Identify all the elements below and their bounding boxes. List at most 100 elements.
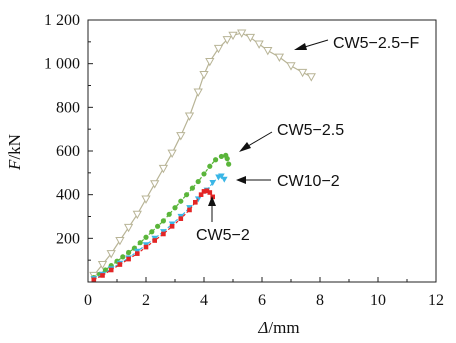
annotation-arrowhead-cw5-2.5 <box>239 142 251 152</box>
series-line-cw5-2.5 <box>93 154 230 279</box>
data-point-cw5-2.5 <box>224 156 230 162</box>
data-point-cw5-2 <box>126 256 131 262</box>
y-tick-label: 1 000 <box>44 56 80 73</box>
data-point-cw5-2 <box>169 224 175 229</box>
data-point-cw5-2.5-f <box>205 57 215 67</box>
data-point-cw5-2.5 <box>213 157 219 163</box>
data-point-cw5-2 <box>91 277 97 283</box>
axis-ticks: 0 2 4 6 8 10 12 200 400 600 800 1 000 1 200 <box>44 12 444 309</box>
data-point-cw5-2 <box>207 190 213 195</box>
x-tick-label: 4 <box>200 292 208 309</box>
series-cw5-2 <box>91 188 215 283</box>
data-point-cw5-2.5-f <box>132 210 142 220</box>
x-axis-unit: /mm <box>268 318 299 337</box>
data-point-cw5-2 <box>210 194 215 200</box>
data-point-cw5-2.5 <box>149 229 155 235</box>
data-point-cw5-2.5-f <box>254 40 264 49</box>
x-tick-label: 8 <box>316 292 324 309</box>
data-point-cw5-2.5 <box>172 205 178 211</box>
data-point-cw5-2 <box>204 188 210 194</box>
data-point-cw5-2.5-f <box>150 180 160 189</box>
data-point-cw5-2.5 <box>120 254 126 260</box>
data-point-cw5-2.5-f <box>237 29 247 38</box>
data-point-cw5-2.5-f <box>306 73 316 82</box>
data-point-cw5-2 <box>193 200 198 205</box>
data-point-cw5-2 <box>100 273 105 278</box>
annotation-label-cw10-2: CW10−2 <box>277 173 340 190</box>
series-cw5-2.5-f <box>89 29 316 281</box>
y-axis-unit: /kN <box>5 134 24 160</box>
data-point-cw5-2.5-f <box>286 62 296 71</box>
annotation-label-cw5-2.5-f: CW5−2.5−F <box>333 35 419 52</box>
data-point-cw5-2.5-f <box>228 31 238 41</box>
data-point-cw5-2 <box>187 207 192 213</box>
annotation-arrowhead-cw5-2 <box>208 196 216 206</box>
annotation-arrowhead-cw5-2.5-f <box>294 43 307 50</box>
data-point-cw5-2.5 <box>226 161 232 167</box>
data-point-cw5-2.5-f <box>141 195 151 204</box>
data-point-cw5-2.5-f <box>123 223 134 233</box>
data-point-cw5-2 <box>161 231 166 237</box>
x-tick-label: 10 <box>370 292 386 309</box>
data-point-cw5-2.5 <box>178 198 184 204</box>
annotation-label-cw5-2.5: CW5−2.5 <box>277 122 344 139</box>
y-tick-label: 600 <box>56 143 80 160</box>
x-axis-symbol: Δ <box>257 318 268 337</box>
x-axis-title: Δ/mm <box>257 318 299 337</box>
data-point-cw5-2.5-f <box>199 71 209 80</box>
data-point-cw5-2.5-f <box>176 132 186 141</box>
y-tick-label: 400 <box>56 187 80 204</box>
annotation-label-cw5-2: CW5−2 <box>196 227 250 244</box>
x-tick-label: 0 <box>84 292 92 309</box>
data-point-cw5-2.5 <box>126 249 132 256</box>
annotation-arrowhead-cw10-2 <box>236 176 246 184</box>
data-point-cw5-2.5 <box>184 192 190 198</box>
data-point-cw10-2 <box>209 180 216 186</box>
data-point-cw5-2.5 <box>137 240 143 246</box>
data-point-cw5-2.5 <box>160 218 166 224</box>
data-point-cw5-2.5 <box>207 163 213 169</box>
data-point-cw5-2 <box>135 251 140 256</box>
data-point-cw5-2.5-f <box>167 149 177 159</box>
data-point-cw5-2 <box>152 238 157 243</box>
data-point-cw5-2 <box>178 216 184 221</box>
data-point-cw5-2.5-f <box>263 47 273 56</box>
data-point-cw5-2.5-f <box>158 164 169 174</box>
chart-marks <box>89 29 316 283</box>
data-point-cw5-2.5-f <box>222 36 232 45</box>
series-cw5-2.5 <box>91 152 232 281</box>
y-tick-label: 1 200 <box>44 12 80 29</box>
data-point-cw5-2.5 <box>143 234 149 240</box>
y-tick-label: 800 <box>56 99 80 116</box>
x-tick-label: 2 <box>142 292 150 309</box>
data-point-cw5-2.5-f <box>106 250 116 259</box>
y-axis-title: F/kN <box>5 134 24 171</box>
data-point-cw5-2.5-f <box>245 33 256 43</box>
data-point-cw5-2 <box>201 189 207 194</box>
x-tick-label: 6 <box>258 292 266 309</box>
data-point-cw5-2.5-f <box>297 68 308 78</box>
data-point-cw5-2.5 <box>201 171 207 177</box>
series-annotations: CW5−2.5−F CW5−2.5 CW10−2 CW5−2 <box>196 35 419 244</box>
y-axis-symbol: F <box>5 159 24 171</box>
data-point-cw5-2.5 <box>155 223 161 229</box>
data-point-cw5-2 <box>143 244 149 250</box>
data-point-cw5-2.5-f <box>97 260 108 270</box>
data-point-cw5-2.5-f <box>213 44 224 54</box>
data-point-cw5-2 <box>108 267 114 273</box>
data-point-cw5-2.5-f <box>193 88 203 97</box>
data-point-cw5-2.5 <box>166 211 172 217</box>
data-point-cw10-2 <box>218 173 225 180</box>
y-tick-label: 200 <box>56 230 80 247</box>
data-point-cw5-2.5 <box>195 178 201 185</box>
data-point-cw5-2.5 <box>102 267 108 273</box>
x-tick-label: 12 <box>428 292 444 309</box>
data-point-cw5-2.5-f <box>274 53 285 62</box>
data-point-cw5-2.5 <box>218 153 224 160</box>
data-point-cw5-2 <box>198 192 204 197</box>
data-point-cw5-2.5-f <box>115 236 125 246</box>
data-point-cw5-2.5-f <box>184 112 195 121</box>
data-point-cw10-2 <box>221 176 228 183</box>
data-point-cw5-2.5 <box>189 185 195 191</box>
